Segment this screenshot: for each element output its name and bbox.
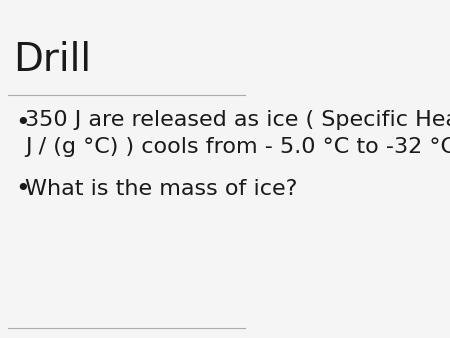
Text: Drill: Drill — [13, 41, 91, 78]
Text: •: • — [15, 177, 30, 201]
Text: J / (g °C) ) cools from - 5.0 °C to -32 °C.: J / (g °C) ) cools from - 5.0 °C to -32 … — [25, 137, 450, 157]
Text: •: • — [15, 111, 30, 136]
Text: 350 J are released as ice ( Specific Heat = 2.1: 350 J are released as ice ( Specific Hea… — [25, 110, 450, 130]
Text: What is the mass of ice?: What is the mass of ice? — [25, 179, 298, 199]
